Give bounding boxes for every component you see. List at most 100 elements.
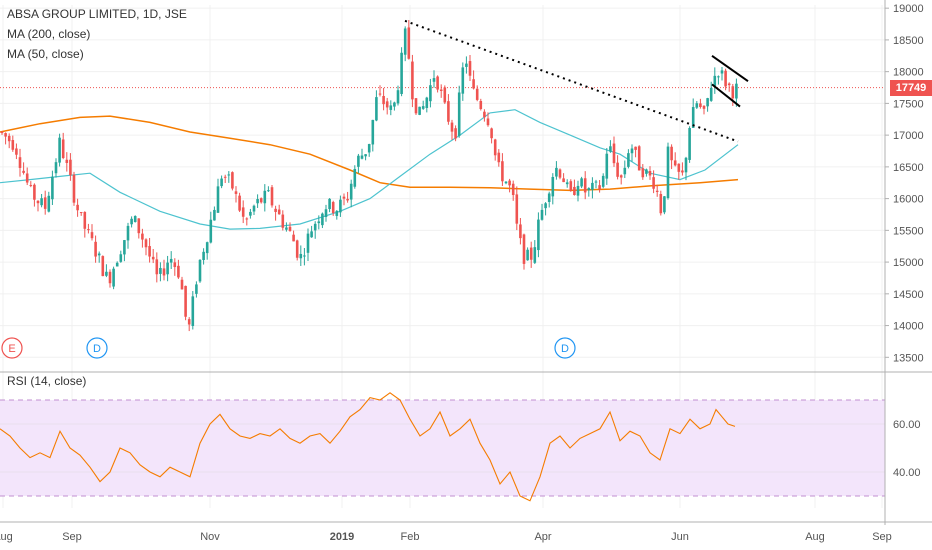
candle-body bbox=[601, 175, 605, 187]
rsi-legend[interactable]: RSI (14, close) bbox=[7, 374, 87, 388]
candle-body bbox=[133, 216, 137, 222]
candle-body bbox=[65, 159, 69, 163]
candle-body bbox=[18, 157, 22, 168]
candle-body bbox=[227, 174, 231, 176]
candle-body bbox=[501, 161, 504, 182]
candle-body bbox=[465, 63, 468, 67]
ma200-legend[interactable]: MA (200, close) bbox=[7, 27, 91, 41]
candle-body bbox=[288, 226, 292, 231]
candle-body bbox=[447, 101, 450, 122]
candle-body bbox=[144, 239, 148, 248]
candle-body bbox=[378, 93, 382, 95]
candle-body bbox=[551, 176, 555, 197]
event-marker-circle bbox=[1, 337, 23, 359]
candle-body bbox=[252, 205, 256, 212]
candle-body bbox=[223, 176, 227, 178]
candle-body bbox=[724, 70, 727, 87]
candle-body bbox=[115, 262, 119, 267]
last-price-badge: 17749 bbox=[890, 80, 932, 96]
candle-body bbox=[727, 83, 731, 86]
candle-body bbox=[87, 229, 90, 231]
candle-body bbox=[421, 106, 425, 109]
candle-body bbox=[321, 213, 324, 226]
rsi-pane bbox=[0, 399, 885, 497]
candle-body bbox=[353, 168, 357, 187]
candle-body bbox=[72, 174, 76, 203]
ma200-path bbox=[0, 115, 739, 192]
candle-body bbox=[101, 256, 105, 277]
rsi-tick-label: 60.00 bbox=[893, 419, 921, 431]
candle-body bbox=[472, 79, 475, 89]
candle-body bbox=[573, 186, 576, 196]
candle-body bbox=[663, 196, 666, 213]
candle-body bbox=[475, 88, 479, 100]
candle-body bbox=[670, 146, 673, 161]
candle-body bbox=[295, 240, 299, 258]
candle-body bbox=[339, 199, 342, 213]
candle-body bbox=[195, 284, 198, 294]
price-tick-label: 18000 bbox=[893, 67, 924, 79]
candle-body bbox=[0, 132, 4, 134]
event-marker-circle bbox=[86, 337, 108, 359]
time-tick-label: Jun bbox=[671, 531, 689, 543]
candle-body bbox=[659, 194, 663, 214]
candle-body bbox=[331, 202, 335, 214]
candle-body bbox=[187, 319, 191, 325]
candle-body bbox=[493, 139, 497, 156]
price-tick-label: 19000 bbox=[893, 3, 924, 15]
candle-body bbox=[303, 255, 306, 257]
candle-body bbox=[519, 224, 522, 239]
candle-body bbox=[317, 221, 321, 224]
time-tick-label: Feb bbox=[401, 531, 420, 543]
rsi-tick-label: 40.00 bbox=[893, 467, 921, 479]
candle-body bbox=[40, 198, 43, 206]
candle-body bbox=[407, 27, 411, 59]
candle-body bbox=[29, 185, 33, 187]
candle-body bbox=[681, 170, 684, 173]
candle-body bbox=[15, 148, 18, 155]
candle-body bbox=[497, 152, 501, 163]
drawings[interactable] bbox=[404, 19, 749, 143]
event-marker-label: E bbox=[8, 343, 15, 355]
candle-body bbox=[511, 183, 515, 196]
candle-body bbox=[25, 173, 29, 183]
candle-body bbox=[36, 200, 40, 204]
candle-body bbox=[544, 203, 547, 209]
candle-body bbox=[587, 188, 591, 191]
candle-body bbox=[313, 223, 317, 231]
candle-body bbox=[691, 107, 695, 128]
candle-body bbox=[245, 218, 249, 220]
candle-body bbox=[292, 234, 295, 242]
candle-body bbox=[623, 167, 627, 175]
price-tick-label: 17500 bbox=[893, 98, 924, 110]
candle-body bbox=[580, 178, 583, 187]
candle-body bbox=[310, 231, 313, 238]
candle-body bbox=[576, 185, 580, 196]
flag-upper-line bbox=[711, 54, 749, 82]
candle-body bbox=[216, 186, 220, 213]
candle-body bbox=[591, 182, 594, 190]
candle-body bbox=[713, 75, 717, 87]
candle-body bbox=[234, 191, 238, 194]
ma50-legend[interactable]: MA (50, close) bbox=[7, 47, 84, 61]
ma200-line bbox=[0, 115, 739, 192]
candle-body bbox=[274, 208, 277, 212]
candle-body bbox=[342, 196, 346, 199]
candle-body bbox=[684, 157, 688, 173]
candle-body bbox=[605, 153, 609, 179]
candle-body bbox=[205, 242, 209, 254]
candle-body bbox=[411, 61, 414, 100]
candle-body bbox=[180, 279, 184, 290]
candle-body bbox=[270, 187, 274, 206]
time-tick-label: 2019 bbox=[330, 531, 354, 543]
candle-body bbox=[436, 76, 439, 90]
candle-body bbox=[137, 218, 141, 234]
candle-body bbox=[162, 268, 166, 276]
candle-body bbox=[202, 251, 205, 261]
candle-body bbox=[11, 140, 15, 150]
candle-body bbox=[364, 154, 367, 157]
candle-body bbox=[529, 247, 533, 260]
candle-body bbox=[515, 194, 519, 224]
